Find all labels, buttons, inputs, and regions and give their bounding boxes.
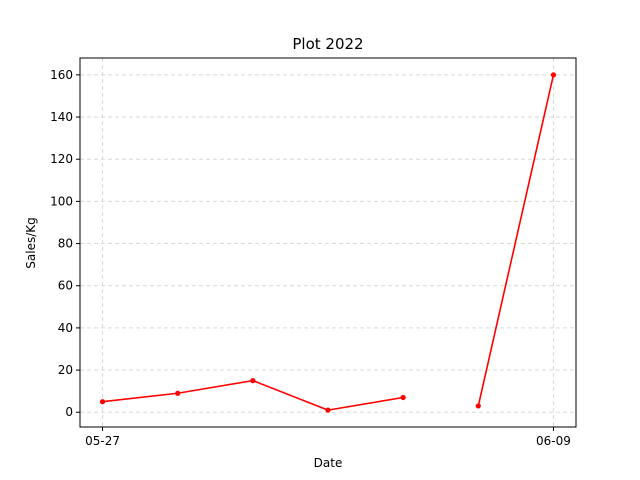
y-tick-label: 120: [50, 152, 73, 166]
data-point: [475, 403, 481, 409]
x-axis-label: Date: [314, 456, 343, 470]
data-point: [400, 394, 406, 401]
x-axis: 05-27 06-09: [85, 427, 571, 448]
series-line-segment: [477, 74, 555, 407]
y-tick-label: 100: [50, 194, 73, 208]
y-tick-label: 0: [65, 405, 73, 419]
data-point: [175, 390, 181, 396]
y-axis: 0 20 40 60 80 100 120 140 160: [50, 68, 80, 419]
data-point: [250, 378, 256, 384]
grid: [80, 58, 576, 427]
y-tick-label: 160: [50, 68, 73, 82]
x-tick-label: 05-27: [85, 434, 120, 448]
y-tick-label: 140: [50, 110, 73, 124]
data-point: [99, 399, 106, 405]
data-point: [325, 407, 331, 413]
y-tick-label: 60: [58, 279, 73, 293]
y-axis-label: Sales/Kg: [24, 217, 38, 268]
data-point: [550, 72, 557, 78]
series-sales: [99, 72, 557, 413]
y-tick-label: 20: [58, 363, 73, 377]
plot-frame: [79, 57, 577, 428]
chart-title: Plot 2022: [292, 35, 363, 53]
y-tick-label: 80: [58, 237, 73, 251]
series-line-segment: [102, 379, 404, 411]
x-tick-label: 06-09: [536, 434, 571, 448]
y-tick-label: 40: [58, 321, 73, 335]
